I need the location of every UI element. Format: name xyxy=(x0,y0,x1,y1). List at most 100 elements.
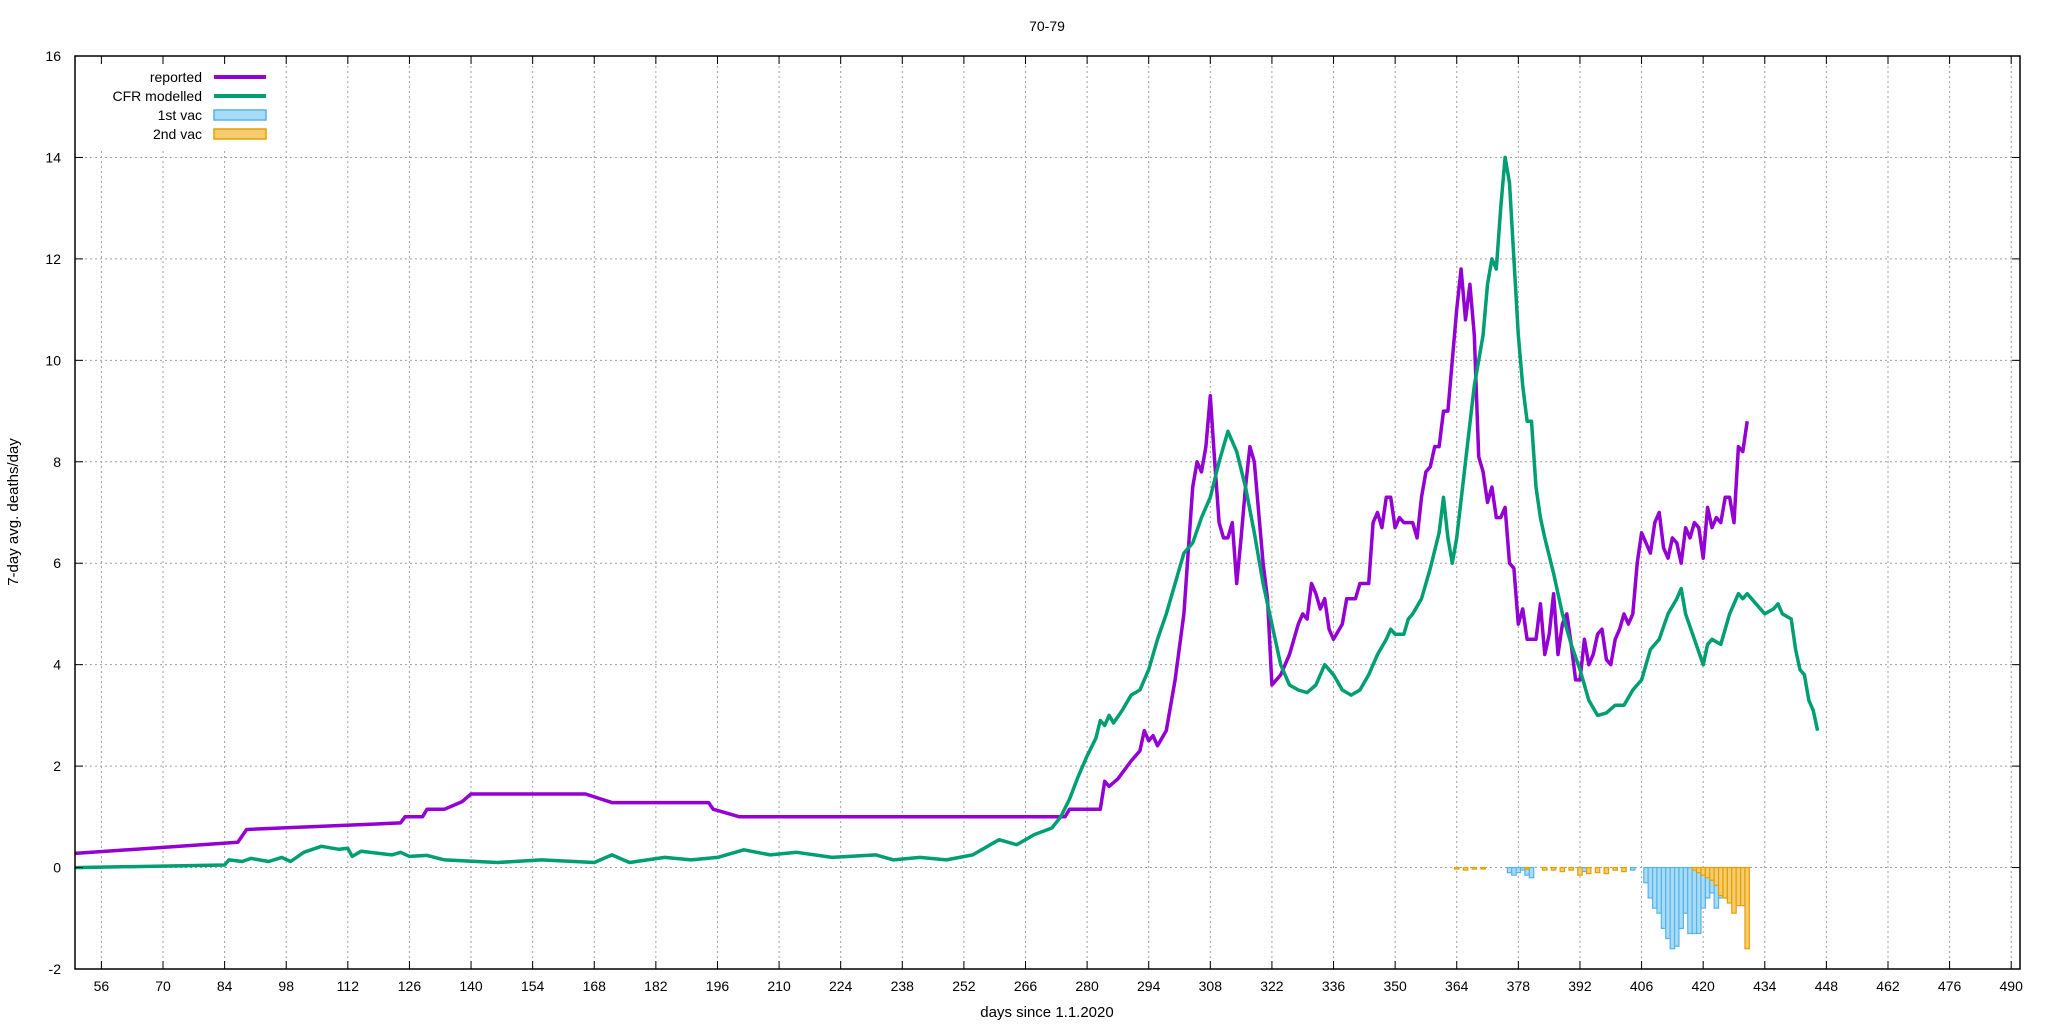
bar-2nd-vac xyxy=(1621,866,1627,873)
bar-2nd-vac xyxy=(1744,866,1750,950)
y-tick-label: 16 xyxy=(45,48,61,64)
bar-2nd-vac xyxy=(1691,866,1698,871)
y-tick-label: 10 xyxy=(45,352,61,368)
bar-2nd-vac xyxy=(1524,866,1530,870)
x-tick-label: 350 xyxy=(1383,978,1407,994)
y-tick-label: 14 xyxy=(45,149,61,165)
legend-label: 1st vac xyxy=(158,107,202,123)
bar-2nd-vac xyxy=(1726,866,1733,904)
bar-1st-vac xyxy=(1669,866,1676,950)
bar-1st-vac xyxy=(1673,866,1680,947)
x-tick-label: 378 xyxy=(1507,978,1531,994)
x-tick-label: 84 xyxy=(217,978,233,994)
x-tick-label: 420 xyxy=(1691,978,1715,994)
bar-2nd-vac xyxy=(1722,866,1728,899)
bar-2nd-vac xyxy=(1471,866,1478,870)
x-axis-label: days since 1.1.2020 xyxy=(980,1004,1113,1021)
x-tick-label: 462 xyxy=(1876,978,1900,994)
legend-item-reported: reported xyxy=(150,69,266,85)
y-tick-label: 0 xyxy=(53,860,61,876)
x-tick-label: 406 xyxy=(1630,978,1654,994)
bar-1st-vac xyxy=(1695,866,1702,935)
bar-2nd-vac xyxy=(1739,866,1746,907)
lines-layer xyxy=(74,155,1820,870)
x-tick-label: 154 xyxy=(521,978,545,994)
bar-2nd-vac xyxy=(1731,866,1737,914)
y-tick-label: -2 xyxy=(49,961,62,977)
bar-2nd-vac xyxy=(1603,866,1610,875)
bar-1st-vac xyxy=(1506,866,1513,874)
bar-1st-vac xyxy=(1682,866,1689,914)
bar-2nd-vac xyxy=(1577,866,1583,876)
bar-1st-vac xyxy=(1665,866,1671,940)
bar-1st-vac xyxy=(1629,866,1636,871)
series-line-cfr-modelled xyxy=(74,155,1820,870)
bar-1st-vac xyxy=(1515,866,1522,874)
x-tick-label: 490 xyxy=(2000,978,2024,994)
y-tick-label: 8 xyxy=(53,454,61,470)
bar-2nd-vac xyxy=(1541,866,1548,871)
x-tick-label: 168 xyxy=(583,978,607,994)
bar-1st-vac xyxy=(1647,866,1654,899)
x-tick-label: 308 xyxy=(1199,978,1223,994)
x-tick-label: 98 xyxy=(278,978,294,994)
legend-item-1st-vac: 1st vac xyxy=(158,107,267,123)
series-line-reported xyxy=(74,267,1749,856)
bars-layer xyxy=(1453,866,1750,950)
y-tick-label: 4 xyxy=(53,657,61,673)
bar-2nd-vac xyxy=(1735,866,1742,907)
bar-2nd-vac xyxy=(1709,866,1715,881)
bar-1st-vac xyxy=(1691,866,1698,935)
x-tick-label: 392 xyxy=(1568,978,1592,994)
bar-2nd-vac xyxy=(1559,866,1566,873)
bar-1st-vac xyxy=(1511,866,1517,876)
x-tick-label: 322 xyxy=(1260,978,1284,994)
bar-1st-vac xyxy=(1528,866,1535,879)
legend-item-2nd-vac: 2nd vac xyxy=(153,126,267,142)
bar-1st-vac xyxy=(1651,866,1658,909)
x-tick-label: 224 xyxy=(829,978,853,994)
y-tick-label: 6 xyxy=(53,555,61,571)
bar-2nd-vac xyxy=(1700,866,1706,876)
legend-label: reported xyxy=(150,69,202,85)
bar-1st-vac xyxy=(1678,866,1684,930)
x-tick-label: 434 xyxy=(1753,978,1777,994)
x-tick-label: 364 xyxy=(1445,978,1469,994)
bar-1st-vac xyxy=(1581,866,1588,873)
ticks-layer: 56 70 84 98 112 126 140 154 168 182 196 210 224 238 25… xyxy=(45,48,2023,994)
x-tick-label: 476 xyxy=(1938,978,1962,994)
legend-swatch-2nd-vac xyxy=(213,128,267,140)
grid-layer xyxy=(75,55,2020,970)
x-tick-label: 112 xyxy=(337,978,360,994)
x-tick-label: 140 xyxy=(459,978,483,994)
bar-2nd-vac xyxy=(1594,866,1601,874)
x-tick-label: 336 xyxy=(1322,978,1346,994)
x-tick-label: 210 xyxy=(767,978,791,994)
x-tick-label: 266 xyxy=(1014,978,1038,994)
y-axis-label: 7-day avg. deaths/day xyxy=(5,438,22,586)
y-tick-label: 12 xyxy=(45,251,61,267)
y-tick-label: 2 xyxy=(53,758,61,774)
legend-label: CFR modelled xyxy=(113,88,202,104)
bar-2nd-vac xyxy=(1695,866,1702,874)
bar-1st-vac xyxy=(1660,866,1667,930)
x-tick-label: 294 xyxy=(1137,978,1161,994)
legend-label: 2nd vac xyxy=(153,126,202,142)
bar-2nd-vac xyxy=(1704,866,1711,879)
x-tick-label: 182 xyxy=(644,978,668,994)
x-tick-label: 252 xyxy=(952,978,976,994)
x-tick-label: 448 xyxy=(1815,978,1839,994)
legend: reported CFR modelled 1st vac 2nd vac xyxy=(88,64,278,148)
bar-2nd-vac xyxy=(1713,866,1720,886)
bar-2nd-vac xyxy=(1462,866,1469,871)
bar-1st-vac xyxy=(1519,866,1526,871)
x-tick-label: 126 xyxy=(398,978,422,994)
bar-1st-vac xyxy=(1687,866,1693,935)
x-tick-label: 56 xyxy=(94,978,110,994)
bar-2nd-vac xyxy=(1480,866,1486,870)
x-tick-label: 280 xyxy=(1075,978,1099,994)
bar-2nd-vac xyxy=(1453,866,1460,870)
legend-swatch-1st-vac xyxy=(213,109,267,121)
bar-1st-vac xyxy=(1643,866,1649,884)
